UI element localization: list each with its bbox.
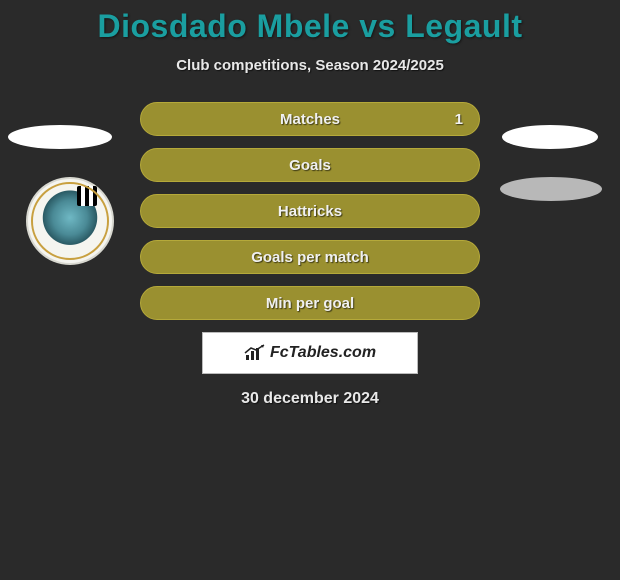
player-right-ellipse-1: [502, 125, 598, 149]
stat-row-goals-per-match: Goals per match: [140, 240, 480, 274]
stat-label: Goals per match: [251, 249, 369, 266]
stat-row-min-per-goal: Min per goal: [140, 286, 480, 320]
bar-chart-icon: [244, 344, 266, 362]
subtitle: Club competitions, Season 2024/2025: [0, 57, 620, 74]
source-logo-text: FcTables.com: [270, 344, 376, 362]
player-left-ellipse-1: [8, 125, 112, 149]
stat-label: Hattricks: [278, 203, 342, 220]
stat-label: Goals: [289, 157, 331, 174]
player-right-ellipse-2: [500, 177, 602, 201]
club-crest-inner: [37, 188, 103, 254]
club-crest: [28, 179, 112, 263]
stat-label: Min per goal: [266, 295, 354, 312]
stat-label: Matches: [280, 111, 340, 128]
stat-value-right: 1: [455, 111, 463, 128]
page-title: Diosdado Mbele vs Legault: [0, 8, 620, 45]
stat-row-matches: Matches 1: [140, 102, 480, 136]
source-logo: FcTables.com: [202, 332, 418, 374]
stat-row-hattricks: Hattricks: [140, 194, 480, 228]
date-text: 30 december 2024: [0, 390, 620, 408]
stat-row-goals: Goals: [140, 148, 480, 182]
